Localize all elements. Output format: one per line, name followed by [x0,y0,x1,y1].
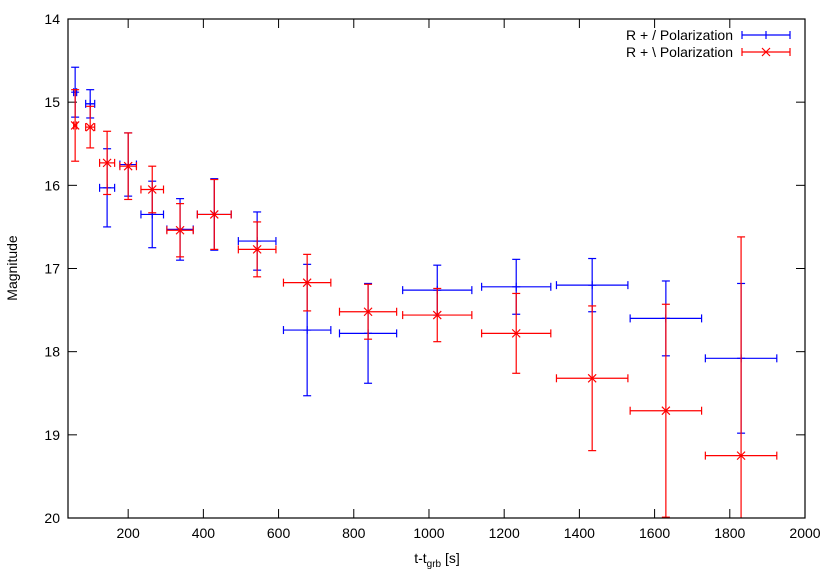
x-tick-label: 1600 [639,525,670,541]
plot-frame [67,18,806,519]
data-point [166,203,194,258]
x-tick-label: 2000 [789,525,820,541]
y-tick-label: 16 [44,177,60,193]
x-tick-label: 1400 [564,525,595,541]
cross-marker [661,406,671,416]
cross-marker [70,121,80,130]
y-axis-label: Magnitude [4,235,20,301]
cross-marker [363,307,373,317]
legend: R + / Polarization R + \ Polarization [626,27,791,60]
cross-marker [85,122,95,132]
cross-marker [252,244,262,254]
y-tick-label: 20 [44,510,60,526]
data-point [704,236,778,518]
data-point [629,303,703,518]
cross-marker [175,225,185,235]
data-point [555,305,629,452]
plus-marker [588,281,597,290]
cross-marker [587,373,597,383]
cross-marker [736,451,746,461]
legend-swatch-0 [741,31,791,39]
data-point [196,178,232,250]
x-tick-label: 1200 [489,525,520,541]
x-tick-label: 1800 [714,525,745,541]
cross-marker [432,310,442,320]
y-tick-label: 19 [44,427,60,443]
data-point [85,105,96,149]
data-point [70,89,80,162]
x-tick-label: 1000 [413,525,444,541]
data-marks [70,66,778,518]
x-tick-label: 200 [116,525,140,541]
y-tick-label: 15 [44,94,60,110]
data-point [282,253,332,312]
data-point [555,257,629,313]
data-point [237,221,277,278]
plus-marker [303,326,312,335]
legend-swatch-1 [741,47,791,57]
data-point [119,132,138,201]
data-point [338,283,398,340]
cross-marker [147,185,157,194]
y-tick-label: 14 [44,11,60,27]
data-point [98,130,116,196]
data-point [140,165,165,214]
cross-marker [123,161,133,171]
cross-marker [302,278,312,288]
cross-marker [209,210,219,219]
legend-label-1: R + \ Polarization [626,44,733,60]
x-tick-label: 400 [192,525,216,541]
legend-marker [761,47,771,57]
y-tick-label: 18 [44,344,60,360]
plus-marker [512,282,521,291]
cross-marker [102,158,112,168]
data-point [481,292,552,374]
x-axis-label: t-tgrb [s] [414,550,460,570]
series-1 [70,89,778,518]
axis-ticks: 200 400 600 800 1000 1200 1400 1600 1800 2000 14 15… [44,11,820,541]
data-point [402,287,473,343]
x-tick-label: 600 [267,525,291,541]
series-0 [71,66,778,434]
cross-marker [511,328,521,338]
x-tick-label: 800 [342,525,366,541]
legend-label-0: R + / Polarization [626,27,733,43]
y-tick-label: 17 [44,261,60,277]
